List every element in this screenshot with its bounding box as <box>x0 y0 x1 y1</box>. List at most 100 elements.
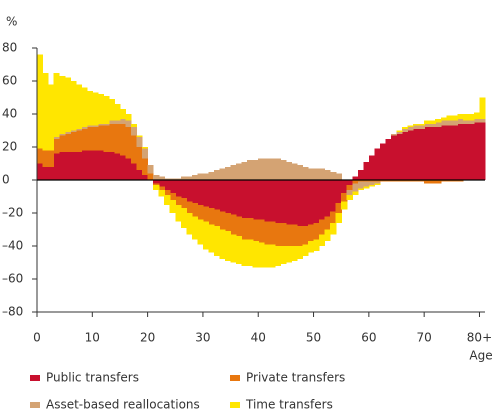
legend-label: Public transfers <box>46 371 139 385</box>
area-step <box>413 128 420 180</box>
area-step <box>258 180 265 220</box>
area-step <box>37 54 44 149</box>
area-step <box>396 132 403 134</box>
area-step <box>48 150 55 167</box>
area-step <box>379 180 387 182</box>
area-step <box>341 201 348 210</box>
area-step <box>258 219 265 243</box>
area-step <box>285 161 293 180</box>
area-step <box>169 178 176 180</box>
area-step <box>114 120 121 124</box>
area-step <box>269 221 276 245</box>
area-step <box>131 127 138 136</box>
area-step <box>64 133 71 152</box>
area-step <box>341 180 348 194</box>
area-step <box>407 130 414 180</box>
area-step <box>42 72 49 151</box>
area-step <box>247 160 254 180</box>
area-step <box>280 160 287 180</box>
x-tick-label: 80+ <box>467 331 492 345</box>
area-step <box>308 241 315 253</box>
y-tick-label: –60 <box>2 272 23 286</box>
area-step <box>457 118 464 124</box>
area-step <box>302 226 309 245</box>
area-step <box>274 246 281 266</box>
area-step <box>263 244 270 268</box>
area-step <box>241 239 248 266</box>
area-step <box>413 125 420 129</box>
area-step <box>308 180 315 225</box>
area-step <box>269 180 276 222</box>
area-step <box>219 180 226 212</box>
area-step <box>142 158 149 176</box>
area-step <box>385 138 392 180</box>
area-step <box>175 196 182 205</box>
area-step <box>407 127 414 131</box>
area-step <box>468 120 475 124</box>
area-step <box>202 206 210 222</box>
area-step <box>374 183 381 185</box>
area-step <box>125 120 132 128</box>
area-step <box>451 180 458 182</box>
area-step <box>390 180 398 182</box>
area-step <box>70 81 77 131</box>
area-step <box>319 219 326 235</box>
area-step <box>368 180 375 182</box>
area-step <box>81 128 88 151</box>
area-step <box>407 125 414 128</box>
area-step <box>429 123 436 128</box>
area-step <box>108 99 116 121</box>
legend-label: Time transfers <box>245 398 333 412</box>
area-step <box>75 84 82 129</box>
area-step <box>302 166 309 180</box>
area-step <box>291 224 298 246</box>
legend-label: Private transfers <box>246 371 345 385</box>
x-tick-label: 0 <box>33 331 41 345</box>
area-step <box>352 191 359 195</box>
area-step <box>164 194 171 205</box>
y-tick-label: –20 <box>2 206 23 220</box>
area-step <box>175 178 182 180</box>
area-step <box>86 125 93 128</box>
area-step <box>457 114 464 119</box>
area-step <box>429 120 436 124</box>
area-step <box>424 127 431 180</box>
area-step <box>451 120 458 126</box>
area-step <box>274 180 281 223</box>
area-step <box>59 133 66 136</box>
area-step <box>230 214 237 235</box>
area-step <box>302 180 309 227</box>
area-step <box>429 127 436 180</box>
area-step <box>180 176 187 180</box>
area-step <box>186 176 193 180</box>
area-step <box>131 163 138 180</box>
area-step <box>390 133 398 136</box>
area-step <box>296 246 304 260</box>
area-step <box>252 241 259 268</box>
area-step <box>247 180 254 218</box>
area-step <box>180 208 187 228</box>
area-step <box>302 244 309 256</box>
area-step <box>92 150 99 180</box>
x-tick-label: 50 <box>306 331 321 345</box>
area-step <box>213 180 221 210</box>
area-step <box>374 148 381 180</box>
legend-swatch <box>230 402 240 408</box>
area-step <box>385 180 392 182</box>
area-step <box>357 188 364 190</box>
area-step <box>252 219 259 242</box>
area-step <box>175 204 182 222</box>
area-step <box>352 176 359 180</box>
area-step <box>197 180 204 205</box>
area-step <box>291 180 298 225</box>
area-step <box>346 180 353 185</box>
area-step <box>48 166 55 180</box>
legend-label: Asset-based reallocations <box>46 398 200 412</box>
area-step <box>446 180 453 182</box>
area-step <box>457 123 464 180</box>
area-step <box>241 161 248 180</box>
area-step <box>119 123 127 156</box>
area-step <box>313 239 320 251</box>
area-step <box>296 165 304 180</box>
area-step <box>202 180 210 207</box>
